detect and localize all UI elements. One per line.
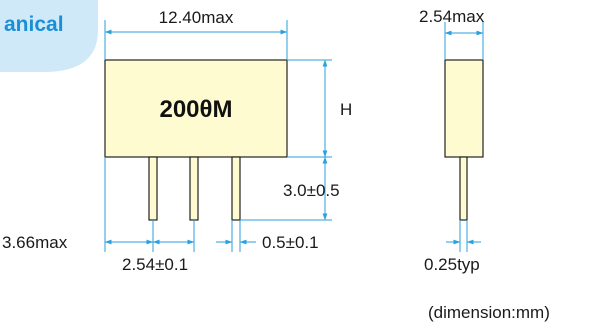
part-marking: 200θM [159,96,232,123]
lead-3 [231,156,241,221]
lead-width-label: 0.5±0.1 [262,233,319,252]
lead-pitch-label: 2.54±0.1 [122,255,188,274]
body-width-label: 12.40max [159,8,234,27]
section-badge [0,0,98,72]
lead-offset-label: 3.66max [2,233,68,252]
lead-thickness-label: 0.25typ [424,255,480,274]
height-label: H [340,100,352,119]
lead-2 [189,156,199,221]
units-note: (dimension:mm) [428,303,550,322]
section-title: anical [4,13,64,36]
side-view [444,59,484,221]
section-header: anical [0,0,98,72]
lead-1 [148,156,158,221]
lead-length-label: 3.0±0.5 [283,181,340,200]
front-view: 200θM [104,59,288,221]
side-body [444,59,484,158]
side-dimension-lines [444,22,484,252]
thickness-label: 2.54max [419,7,485,26]
side-lead [459,156,468,221]
component-body [104,59,288,158]
front-dimension-lines [104,20,332,252]
